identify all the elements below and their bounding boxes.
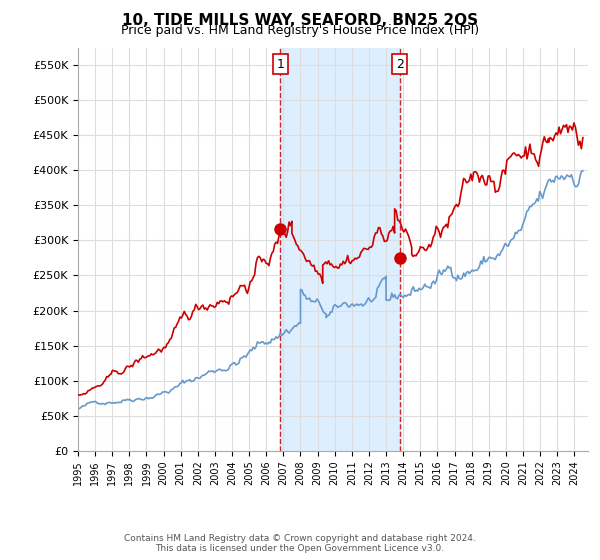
- Text: Contains HM Land Registry data © Crown copyright and database right 2024.
This d: Contains HM Land Registry data © Crown c…: [124, 534, 476, 553]
- Text: 10, TIDE MILLS WAY, SEAFORD, BN25 2QS: 10, TIDE MILLS WAY, SEAFORD, BN25 2QS: [122, 13, 478, 28]
- Text: 2: 2: [396, 58, 404, 71]
- Text: Price paid vs. HM Land Registry's House Price Index (HPI): Price paid vs. HM Land Registry's House …: [121, 24, 479, 37]
- Bar: [280, 48, 400, 451]
- Text: 1: 1: [277, 58, 284, 71]
